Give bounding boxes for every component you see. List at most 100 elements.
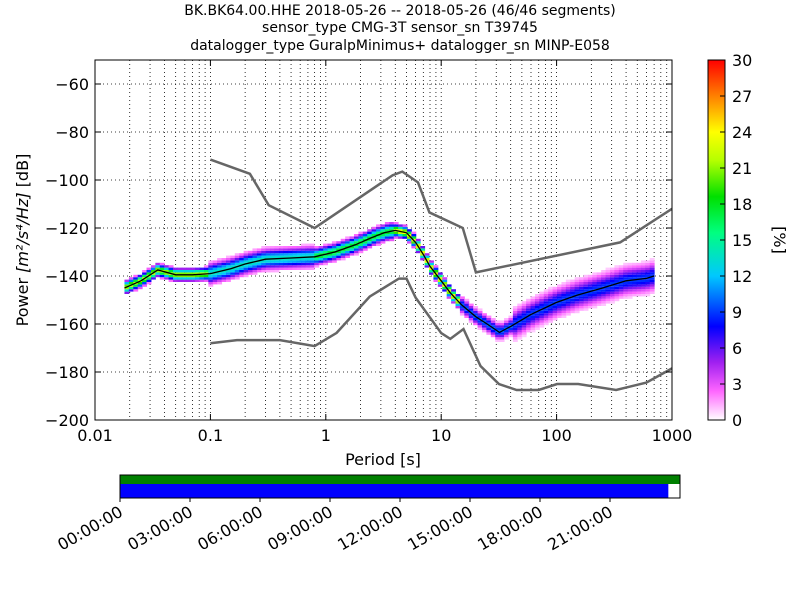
pdf-cell [367,238,373,242]
pdf-cell [596,274,602,278]
pdf-cell [234,258,240,261]
pdf-cell [459,308,465,311]
pdf-cell [221,272,227,275]
pdf-cell [592,291,598,294]
pdf-heatmap [124,222,655,342]
pdf-cell [504,322,509,326]
pdf-cell [539,306,545,309]
pdf-cell [645,286,651,290]
pdf-cell [495,320,501,323]
pdf-cell [587,291,593,294]
pdf-cell [557,303,562,306]
pdf-cell [618,272,624,275]
pdf-cell [353,253,359,256]
pdf-cell [340,243,346,246]
pdf-cell [574,286,580,290]
pdf-cell [446,294,452,297]
pdf-cell [309,260,315,263]
pdf-cell [632,289,637,292]
pdf-cell [323,243,328,246]
pdf-cell [552,296,558,299]
pdf-cell [406,236,412,239]
pdf-cell [340,255,346,258]
colorbar-label: [%] [770,226,789,254]
pdf-cell [314,246,320,249]
pdf-cell [265,255,271,258]
pdf-cell [380,236,386,239]
pdf-cell [309,258,315,261]
pdf-cell [632,286,637,290]
pdf-cell [601,270,607,273]
pdf-cell [548,310,554,314]
pdf-cell [574,291,580,294]
pdf-cell [384,229,390,232]
pdf-cell [468,303,474,306]
pdf-cell [570,282,576,285]
pdf-cell [517,322,523,326]
pdf-cell [543,294,549,297]
pdf-cell [459,310,465,314]
pdf-cell [592,301,598,304]
pdf-cell [614,277,620,280]
pdf-cell [649,284,655,287]
pdf-cell [583,286,589,290]
pdf-cell [358,248,364,251]
pdf-cell [248,255,253,258]
pdf-cell [587,282,593,285]
time-tick-label: 21:00:00 [544,502,616,554]
pdf-cell [212,262,218,266]
pdf-cell [159,262,165,266]
pdf-cell [358,236,364,239]
pdf-cell [579,303,585,306]
pdf-cell [256,248,262,251]
pdf-cell [587,289,593,292]
pdf-cell [203,265,209,268]
pdf-cell [477,325,483,328]
pdf-cell [376,229,381,232]
pdf-cell [230,267,236,270]
pdf-cell [221,277,227,280]
pdf-cell [464,310,470,314]
pdf-cell [345,248,351,251]
pdf-cell [274,260,280,263]
pdf-cell [543,310,549,314]
pdf-cell [252,262,258,266]
pdf-cell [486,332,492,335]
pdf-cell [225,277,231,280]
pdf-cell [526,327,532,330]
pdf-cell [632,274,637,278]
pdf-cell [314,265,320,268]
pdf-cell [323,250,328,254]
pdf-cell [640,265,646,268]
pdf-cell [601,303,607,306]
pdf-cell [517,318,523,321]
pdf-cell [565,291,571,294]
pdf-cell [349,248,355,251]
pdf-cell [287,248,293,251]
pdf-cell [583,284,589,287]
pdf-cell [283,246,289,249]
pdf-cell [592,282,598,285]
pdf-cell [358,250,364,254]
pdf-cell [199,270,205,273]
pdf-cell [601,289,607,292]
pdf-cell [243,250,249,254]
pdf-cell [539,296,545,299]
pdf-cell [305,262,311,266]
x-tick-label: 0.1 [198,426,223,445]
pdf-cell [212,270,218,273]
pdf-cell [261,246,267,249]
pdf-cell [543,320,549,323]
pdf-cell [292,246,298,249]
pdf-cell [278,255,284,258]
pdf-cell [265,253,271,256]
pdf-cell [371,234,377,237]
y-tick-label: −60 [55,75,89,94]
pdf-cell [437,279,443,282]
pdf-cell [142,270,148,273]
pdf-cell [552,301,558,304]
pdf-cell [605,274,611,278]
time-tick-label: 03:00:00 [124,502,196,554]
pdf-cell [376,243,381,246]
pdf-cell [618,296,624,299]
